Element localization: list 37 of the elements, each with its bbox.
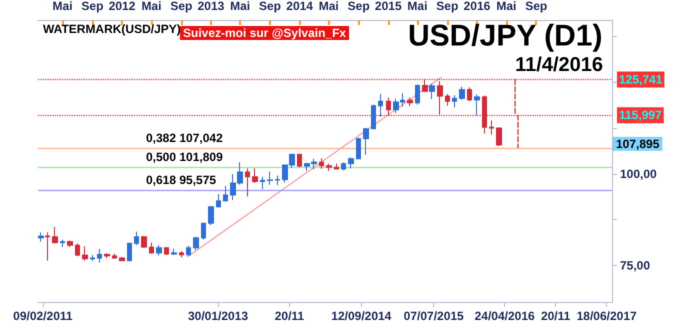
x2-tick-label: 2013 <box>198 0 225 13</box>
text: 107,895 <box>616 136 660 151</box>
annotation: WATERMARK(USD/JPY) <box>43 22 181 36</box>
x2-tick-label: Mai <box>52 0 73 13</box>
x-tick-label: 20/11 <box>540 309 571 323</box>
x2-tick-label: Mai <box>230 0 250 13</box>
ref-line-label: 0,382 107,042 <box>146 131 224 146</box>
x-tick-label: 18/06/2017 <box>576 309 638 323</box>
chart-title: USD/JPY (D1) <box>408 20 602 52</box>
x2-tick-label: Sep <box>348 0 370 13</box>
x2-tick-label: Mai <box>496 0 516 13</box>
x2-tick-label: 2012 <box>108 0 136 13</box>
x2-tick-label: Sep <box>258 0 281 13</box>
x-tick-label: 24/04/2016 <box>474 309 535 323</box>
ref-line-label: 125,741 <box>619 72 663 87</box>
annotation: Suivez-moi sur @Sylvain_Fx <box>183 26 346 40</box>
x-tick-label: 30/01/2013 <box>188 309 248 323</box>
y-tick-label: 75,00 <box>620 258 650 272</box>
x-tick-label: 07/07/2015 <box>404 309 464 323</box>
x2-tick-label: 2016 <box>464 0 491 13</box>
x2-tick-label: Sep <box>436 0 458 13</box>
ref-line-label: 0,618 95,575 <box>146 173 216 188</box>
ref-line-label: 115,997 <box>619 108 662 122</box>
x2-tick-label: 2015 <box>374 0 402 13</box>
y-tick-label: 100,00 <box>620 166 658 181</box>
x2-tick-label: Mai <box>141 0 162 13</box>
x-tick-label: 09/02/2011 <box>13 309 73 323</box>
x-tick-label: 12/09/2014 <box>331 309 392 323</box>
x-tick-label: 20/11 <box>274 309 304 323</box>
ref-line-label: 0,500 101,809 <box>146 150 224 164</box>
text: 11/4/2016 <box>515 54 604 76</box>
x2-tick-label: 2014 <box>286 0 314 13</box>
x2-tick-label: Sep <box>525 0 548 13</box>
x2-tick-label: Mai <box>318 0 339 13</box>
x2-tick-label: Sep <box>81 0 104 13</box>
x2-tick-label: Sep <box>170 0 192 13</box>
x2-tick-label: Mai <box>407 0 428 13</box>
